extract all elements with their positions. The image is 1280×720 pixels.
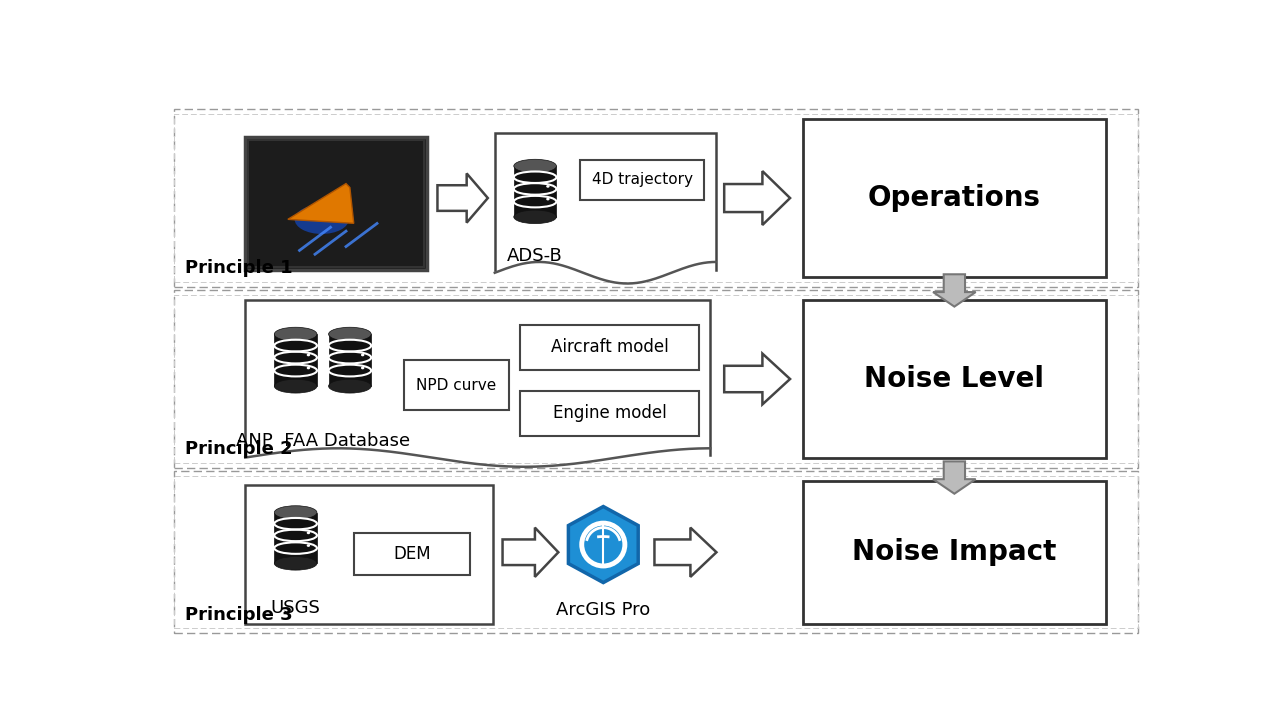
Bar xyxy=(174,472,1138,633)
Text: Principle 3: Principle 3 xyxy=(184,606,292,624)
Bar xyxy=(174,295,1138,463)
Bar xyxy=(804,119,1106,277)
Bar xyxy=(329,334,371,386)
Bar xyxy=(274,334,317,386)
Ellipse shape xyxy=(274,327,317,341)
Polygon shape xyxy=(438,174,488,222)
Polygon shape xyxy=(568,506,639,582)
Polygon shape xyxy=(288,184,353,223)
Ellipse shape xyxy=(361,354,365,356)
Text: ANP  FAA Database: ANP FAA Database xyxy=(236,431,410,449)
Ellipse shape xyxy=(274,505,317,519)
Bar xyxy=(804,481,1106,624)
Polygon shape xyxy=(933,274,975,307)
Polygon shape xyxy=(933,462,975,494)
Ellipse shape xyxy=(580,521,627,568)
Text: Principle 2: Principle 2 xyxy=(184,441,292,459)
Text: 4D trajectory: 4D trajectory xyxy=(591,172,692,187)
Polygon shape xyxy=(503,528,558,577)
Ellipse shape xyxy=(294,204,349,234)
Text: ADS-B: ADS-B xyxy=(507,247,563,265)
Ellipse shape xyxy=(274,379,317,393)
Ellipse shape xyxy=(307,354,310,356)
Bar xyxy=(495,132,716,273)
Ellipse shape xyxy=(547,198,549,200)
Text: Noise Impact: Noise Impact xyxy=(852,539,1056,566)
Bar xyxy=(513,166,557,217)
Ellipse shape xyxy=(274,557,317,570)
Bar xyxy=(174,114,1138,282)
Ellipse shape xyxy=(307,544,310,547)
Bar xyxy=(521,325,699,369)
Polygon shape xyxy=(654,528,717,577)
Text: Noise Level: Noise Level xyxy=(864,365,1044,393)
Bar xyxy=(404,361,508,410)
Ellipse shape xyxy=(584,525,623,564)
Polygon shape xyxy=(724,171,790,225)
Bar xyxy=(353,533,470,575)
Bar xyxy=(274,513,317,563)
Text: Principle 1: Principle 1 xyxy=(184,259,292,277)
Ellipse shape xyxy=(307,531,310,534)
Ellipse shape xyxy=(547,185,549,188)
Bar xyxy=(580,160,704,200)
Bar xyxy=(804,300,1106,459)
Bar xyxy=(246,138,428,270)
Text: Engine model: Engine model xyxy=(553,404,667,422)
Bar xyxy=(521,391,699,436)
Bar xyxy=(174,109,1138,287)
Bar xyxy=(174,476,1138,629)
Polygon shape xyxy=(724,354,790,405)
Bar xyxy=(174,290,1138,467)
Ellipse shape xyxy=(513,159,557,173)
Ellipse shape xyxy=(361,366,365,369)
Bar xyxy=(248,140,424,266)
Text: Operations: Operations xyxy=(868,184,1041,212)
Text: Aircraft model: Aircraft model xyxy=(550,338,668,356)
Text: DEM: DEM xyxy=(393,545,430,563)
Bar xyxy=(246,485,493,624)
Text: NPD curve: NPD curve xyxy=(416,378,497,393)
Text: USGS: USGS xyxy=(270,600,320,618)
Ellipse shape xyxy=(513,210,557,224)
Ellipse shape xyxy=(329,379,371,393)
Bar xyxy=(246,300,710,457)
Ellipse shape xyxy=(307,366,310,369)
Text: ArcGIS Pro: ArcGIS Pro xyxy=(557,601,650,619)
Ellipse shape xyxy=(329,327,371,341)
